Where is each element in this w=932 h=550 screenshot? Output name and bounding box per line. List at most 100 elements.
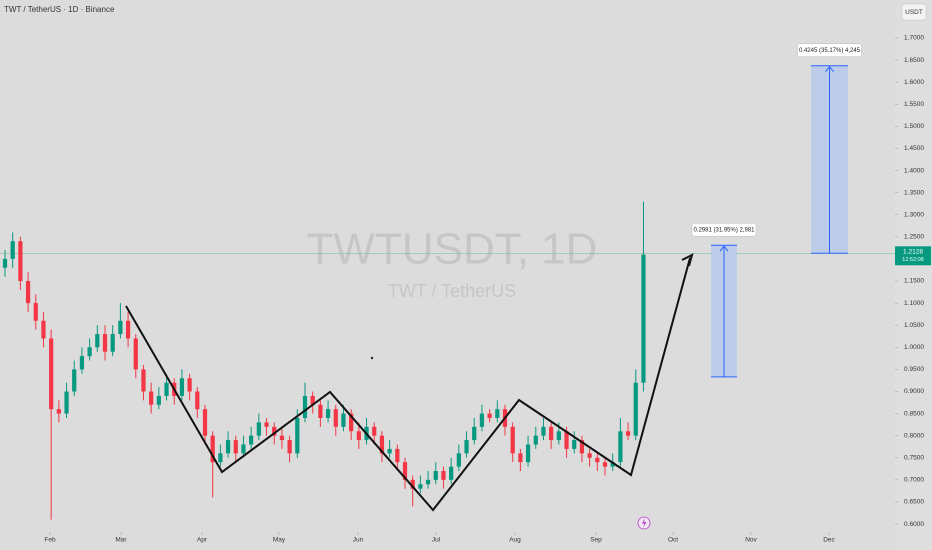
header: TWT / TetherUS · 1D · Binance [4,5,115,14]
candle-body [449,466,454,480]
x-tick-label: Apr [197,537,208,544]
candle-body [233,440,238,454]
candle-body [495,409,500,418]
candle-body [202,409,208,436]
candle-body [149,391,154,405]
candle-body [602,462,608,467]
arrow-head [681,253,694,267]
watermark: TWTUSDT, 1D [307,225,598,274]
candle-body [179,378,185,396]
candle-body [356,431,361,441]
candle-body [479,413,485,427]
candle-body [541,426,546,436]
candle-body [425,479,431,485]
candle-body [249,435,254,445]
y-tick-label: 0.6500 [904,499,924,506]
candle-body [533,435,538,445]
candle-body [318,404,323,418]
y-tick-label: 0.9500 [904,366,924,373]
candle-body [625,431,631,436]
candle-body [56,409,61,414]
candle-body [579,440,585,454]
measure-arrow-head [825,65,834,73]
candle-body [49,338,54,410]
candle-body [95,334,100,348]
x-tick-label: Feb [44,537,56,544]
candle-body [510,426,515,454]
candle-body [556,431,561,441]
candle-body [395,448,400,463]
candle-body [141,369,146,392]
candle-body [595,457,600,463]
last-price-label: 1.2128 [903,248,923,255]
candle-body [256,422,261,436]
candle-body [279,435,285,441]
y-tick-label: 0.8000 [904,432,924,439]
y-tick-label: 1.0500 [904,322,924,329]
candle-body [187,378,192,392]
y-tick-label: 1.1000 [904,300,924,307]
candle-body [456,453,461,467]
y-tick-label: 0.7500 [904,454,924,461]
candle-body [64,391,69,414]
candle-body [18,241,23,282]
dot [370,356,374,360]
candle-body [341,413,346,427]
candle-body [402,462,408,480]
candle-body [72,369,77,392]
candle-body [133,338,138,370]
price-axis-panel [895,0,932,550]
y-tick-label: 1.7000 [904,35,924,42]
candle-body [125,320,131,339]
last-price-box [895,246,931,266]
candle-body [102,334,108,352]
y-tick-label: 1.6500 [904,57,924,64]
candle-body [618,431,623,463]
candle-body [525,444,531,463]
candle-body [164,382,169,396]
y-tick-label: 1.1500 [904,278,924,285]
candle-body [225,440,231,454]
candle-body [410,479,415,489]
pattern-line [125,257,691,512]
candle-body [310,395,315,405]
candle-body [464,440,469,454]
y-tick-label: 0.7000 [904,477,924,484]
countdown-label: 12:52:08 [902,257,923,263]
candle-body [472,426,477,441]
candle-body [41,320,46,339]
candle-body [549,426,554,441]
candle-body [610,462,615,467]
candle-body [572,440,577,449]
candle-body [564,431,569,449]
candle-body [379,435,385,454]
candle-body [418,484,423,489]
x-tick-label: Jul [432,537,441,544]
candle-body [487,413,492,418]
measure-label-box [691,222,757,237]
candle-body [387,448,392,454]
y-tick-label: 1.3500 [904,189,924,196]
y-tick-label: 1.5500 [904,101,924,108]
y-tick-label: 0.9000 [904,388,924,395]
candle-body [218,453,223,463]
candle-body [287,440,292,454]
candle-body [302,395,308,418]
y-tick-label: 1.4500 [904,145,924,152]
candle-body [518,453,523,463]
candle-body [87,347,92,357]
x-tick-label: Jun [353,537,364,544]
y-tick-label: 0.6000 [904,521,924,528]
candle-body [349,413,354,432]
candle-body [333,409,338,427]
candle-body [433,471,438,480]
x-tick-label: May [273,537,286,544]
candle-body [156,395,161,405]
candle-body [195,391,200,410]
candle-body [264,422,269,427]
currency-box [901,3,927,21]
x-tick-label: Sep [590,537,602,544]
